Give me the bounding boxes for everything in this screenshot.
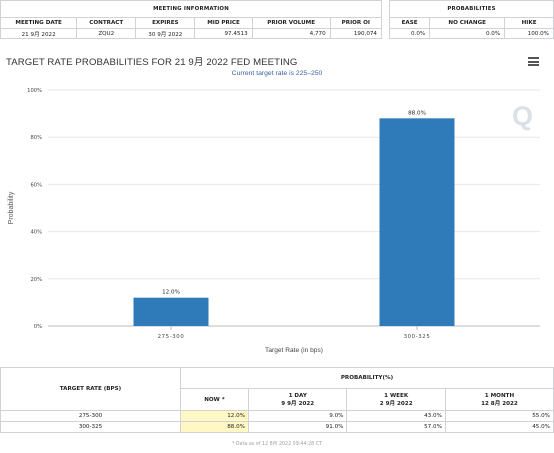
now-cell: 88.0%: [180, 421, 249, 433]
prior-oi-header: PRIOR OI: [329, 17, 383, 29]
y-tick-label: 0%: [34, 324, 42, 330]
y-tick-label: 60%: [30, 182, 42, 188]
meeting-date-value: 21 9月 2022: [0, 28, 78, 39]
table-row: 300-325 88.0% 91.0% 57.0% 45.0%: [0, 421, 554, 433]
one-week-cell: 43.0%: [346, 410, 446, 422]
ease-value: 0.0%: [388, 28, 431, 39]
y-tick-label: 20%: [30, 277, 42, 283]
one-month-cell: 55.0%: [444, 410, 554, 422]
one-day-cell: 9.0%: [247, 410, 348, 422]
meeting-information-title: MEETING INFORMATION: [0, 0, 382, 18]
hamburger-menu-icon[interactable]: [528, 57, 539, 66]
meeting-information-table: MEETING INFORMATION MEETING DATE CONTRAC…: [0, 0, 383, 39]
no-change-header: NO CHANGE: [429, 17, 506, 29]
one-day-cell: 91.0%: [247, 421, 348, 433]
x-tick-label: 275-300: [158, 334, 185, 340]
y-tick-label: 100%: [27, 88, 42, 94]
no-change-value: 0.0%: [429, 28, 506, 39]
col-now-header: NOW *: [180, 388, 249, 411]
ease-header: EASE: [388, 17, 431, 29]
now-cell: 12.0%: [180, 410, 249, 422]
probability-bar-chart: 0% 20% 40% 60% 80% 100% 12.0% 88.0% 275-300 300…: [8, 88, 540, 354]
contract-header: CONTRACT: [76, 17, 137, 29]
col-1month-header: 1 MONTH 12 8月 2022: [444, 388, 554, 411]
expires-value: 30 9月 2022: [135, 28, 196, 39]
y-tick-label: 40%: [30, 230, 42, 236]
target-rate-header: TARGET RATE (BPS): [0, 367, 181, 411]
table-row: 275-300 12.0% 9.0% 43.0% 55.0%: [0, 410, 554, 422]
mid-price-header: MID PRICE: [194, 17, 253, 29]
mid-price-value: 97.4513: [194, 28, 253, 39]
prior-oi-value: 190,074: [329, 28, 383, 39]
hike-value: 100.0%: [504, 28, 554, 39]
prior-volume-header: PRIOR VOLUME: [251, 17, 331, 29]
one-week-cell: 57.0%: [346, 421, 446, 433]
chart-subtitle: Current target rate is 225–250: [231, 70, 323, 77]
prior-volume-value: 4,770: [251, 28, 331, 39]
x-tick-label: 300-325: [404, 334, 431, 340]
probabilities-table: PROBABILITIES EASE NO CHANGE HIKE 0.0% 0…: [388, 0, 554, 39]
y-tick-label: 80%: [30, 135, 42, 141]
probabilities-title: PROBABILITIES: [389, 0, 554, 18]
data-timestamp-note: * Data as of 12 8月 2022 09:44:28 CT: [231, 442, 323, 447]
bar-300-325[interactable]: [379, 118, 455, 326]
chart-title: TARGET RATE PROBABILITIES FOR 21 9月 2022…: [6, 57, 298, 68]
x-axis-label: Target Rate (in bps): [265, 347, 323, 354]
expires-header: EXPIRES: [135, 17, 196, 29]
target-rate-probability-table: TARGET RATE (BPS) PROBABILITY(%) NOW * 1…: [0, 367, 554, 433]
contract-value: ZQU2: [76, 28, 137, 39]
meeting-date-header: MEETING DATE: [0, 17, 78, 29]
info-panel: MEETING INFORMATION MEETING DATE CONTRAC…: [0, 0, 554, 48]
y-axis-label: Probability: [8, 191, 15, 224]
bar-data-label: 88.0%: [408, 110, 426, 116]
y-axis-ticks: 0% 20% 40% 60% 80% 100%: [27, 88, 42, 330]
one-month-cell: 45.0%: [444, 421, 554, 433]
hike-header: HIKE: [504, 17, 554, 29]
bar-data-label: 12.0%: [162, 290, 180, 296]
x-axis-ticks: 275-300 300-325: [158, 326, 431, 340]
probability-group-header: PROBABILITY(%): [180, 367, 554, 389]
chart-gridlines: [48, 89, 540, 327]
chart-bars: 12.0% 88.0%: [133, 110, 455, 326]
rate-cell: 300-325: [0, 421, 181, 433]
col-1day-header: 1 DAY 9 9月 2022: [247, 388, 348, 411]
col-1week-header: 1 WEEK 2 9月 2022: [346, 388, 446, 411]
q-watermark-icon: Q: [512, 101, 534, 131]
bar-275-300[interactable]: [133, 297, 209, 326]
rate-cell: 275-300: [0, 410, 181, 422]
